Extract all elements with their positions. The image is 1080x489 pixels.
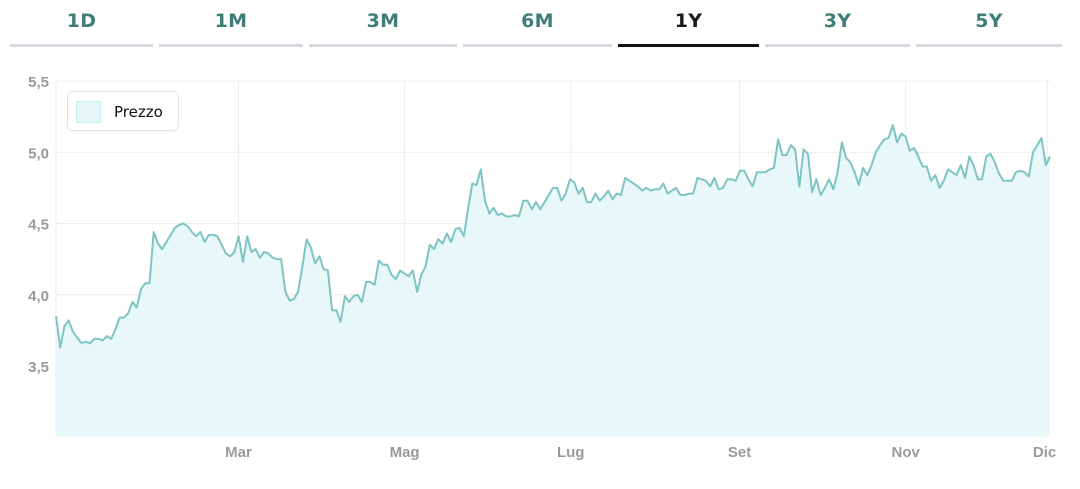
tab-underline — [159, 44, 303, 47]
tab-underline — [765, 44, 910, 47]
x-tick-label: Set — [728, 444, 751, 461]
tab-underline — [309, 44, 457, 47]
chart-legend[interactable]: Prezzo — [67, 91, 179, 131]
tab-label: 1D — [66, 10, 97, 32]
y-tick-label: 4,5 — [28, 217, 49, 234]
tab-underline — [916, 44, 1062, 47]
series-line-prezzo — [55, 124, 1051, 349]
tab-5y[interactable]: 5Y — [916, 0, 1062, 48]
y-tick-label: 5,0 — [28, 145, 49, 162]
tab-1d[interactable]: 1D — [10, 0, 153, 48]
tab-underline — [10, 44, 153, 47]
timeframe-tabs: 1D 1M 3M 6M 1Y 3Y 5Y — [0, 0, 1080, 48]
y-tick-label: 4,0 — [28, 288, 49, 305]
tab-label: 1M — [214, 10, 248, 32]
tab-1m[interactable]: 1M — [159, 0, 303, 48]
price-chart: 3,5 4,0 4,5 5,0 5,5 Mar Mag Lug Set Nov Dic — [28, 74, 1056, 461]
y-tick-label: 5,5 — [28, 74, 49, 91]
tab-label: 1Y — [674, 10, 703, 32]
tab-label: 3M — [366, 10, 400, 32]
tab-label: 5Y — [975, 10, 1003, 32]
tab-6m[interactable]: 6M — [463, 0, 612, 48]
x-tick-label: Mag — [390, 444, 420, 461]
tab-1y[interactable]: 1Y — [618, 0, 759, 48]
tab-3y[interactable]: 3Y — [765, 0, 910, 48]
series-area-prezzo — [56, 125, 1050, 436]
legend-label: Prezzo — [114, 103, 163, 121]
tab-underline — [618, 44, 759, 47]
tab-label: 6M — [521, 10, 554, 32]
tab-underline — [463, 44, 612, 47]
y-tick-label: 3,5 — [28, 359, 49, 376]
x-tick-label: Dic — [1033, 444, 1056, 461]
x-tick-label: Nov — [891, 444, 920, 461]
tab-label: 3Y — [823, 10, 852, 32]
tab-3m[interactable]: 3M — [309, 0, 457, 48]
x-tick-label: Lug — [557, 444, 585, 461]
legend-swatch — [76, 101, 101, 123]
x-tick-label: Mar — [225, 444, 252, 461]
